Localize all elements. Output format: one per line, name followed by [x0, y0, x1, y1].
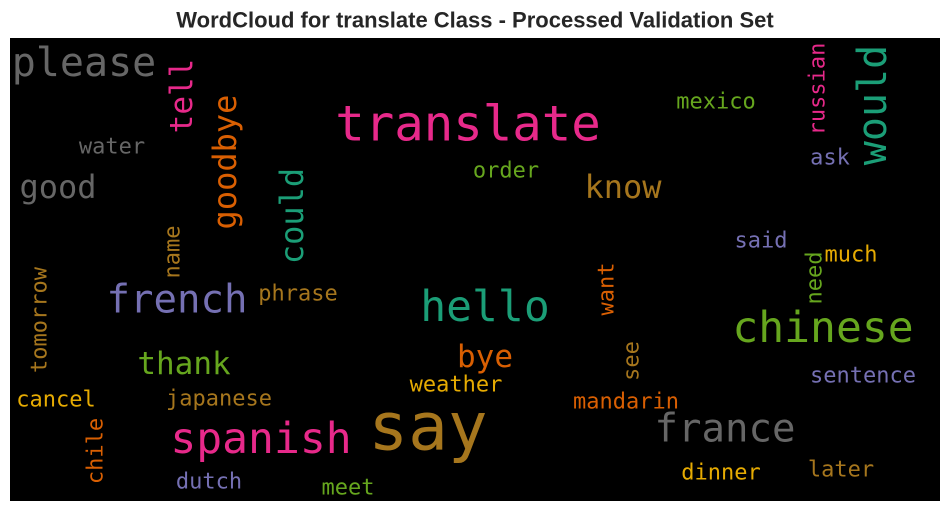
- word: french: [107, 278, 248, 323]
- word: could: [273, 168, 311, 264]
- word: goodbye: [206, 95, 244, 230]
- word: said: [735, 229, 788, 254]
- word: chile: [84, 418, 109, 484]
- word: name: [161, 226, 186, 279]
- word: please: [12, 40, 157, 86]
- chart-title: WordCloud for translate Class - Processe…: [176, 8, 774, 33]
- word: hello: [420, 282, 549, 332]
- word: chinese: [732, 303, 913, 353]
- word: russian: [806, 43, 831, 136]
- word: thank: [137, 346, 231, 382]
- word: say: [368, 389, 487, 466]
- word: translate: [335, 96, 601, 153]
- word: know: [584, 168, 662, 206]
- word: weather: [410, 373, 503, 398]
- word: see: [620, 341, 645, 381]
- word: would: [850, 45, 896, 165]
- word: good: [19, 168, 96, 206]
- word: dutch: [176, 470, 242, 495]
- word: mexico: [676, 90, 755, 115]
- word: mandarin: [573, 390, 679, 415]
- word: order: [473, 159, 539, 184]
- word: sentence: [810, 364, 916, 389]
- word: ask: [810, 146, 850, 171]
- word: bye: [457, 339, 513, 375]
- word: france: [655, 407, 796, 452]
- word: cancel: [16, 388, 95, 413]
- word: tell: [164, 59, 200, 134]
- word: phrase: [258, 282, 337, 307]
- cloud-background: [10, 38, 940, 501]
- word: japanese: [166, 387, 272, 412]
- word: meet: [322, 476, 375, 501]
- word: dinner: [681, 461, 760, 486]
- word: want: [595, 263, 620, 316]
- word: spanish: [170, 414, 351, 464]
- word: much: [825, 243, 878, 268]
- word: water: [79, 135, 145, 160]
- word: tomorrow: [28, 266, 53, 373]
- word: need: [803, 252, 828, 305]
- word: later: [808, 458, 874, 483]
